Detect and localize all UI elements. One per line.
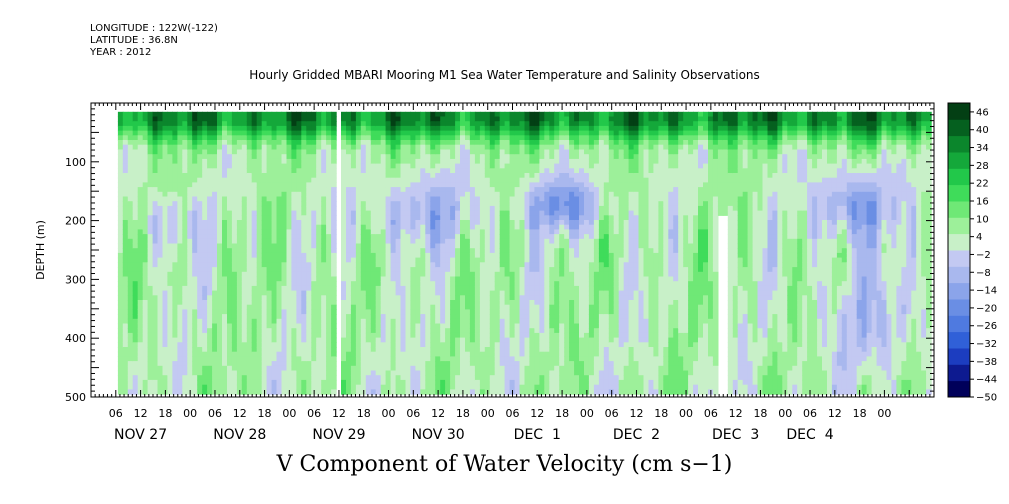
longitude-label: LONGITUDE : 122W(-122) bbox=[90, 23, 218, 34]
x-axis: 06 12 18 00 06 12 18 00 06 12 18 00 06 12 18 00 06 12 18 00… bbox=[90, 103, 935, 443]
x-day-label: NOV 29 bbox=[312, 427, 365, 443]
x-hour-tick-label: 12 bbox=[530, 407, 544, 420]
colorbar-segment bbox=[948, 348, 970, 365]
colorbar-tick-label: −8 bbox=[976, 268, 991, 279]
y-tick-label: 200 bbox=[65, 215, 86, 228]
colorbar-segment bbox=[948, 168, 970, 186]
colorbar-tick-label: −50 bbox=[976, 393, 997, 404]
y-axis: 100 200 300 400 500 bbox=[65, 102, 934, 404]
y-tick-label: 400 bbox=[65, 332, 86, 345]
x-day-label: NOV 28 bbox=[213, 427, 266, 443]
colorbar-tick-label: 46 bbox=[976, 107, 989, 118]
heatmap-field bbox=[117, 111, 932, 395]
colorbar-segment bbox=[948, 364, 970, 382]
colorbar-segment bbox=[948, 380, 970, 398]
colorbar-segment bbox=[948, 233, 970, 251]
colorbar-segment bbox=[948, 331, 970, 349]
x-hour-tick-label: 18 bbox=[456, 407, 470, 420]
x-hour-tick-label: 18 bbox=[555, 407, 569, 420]
x-hour-tick-label: 12 bbox=[828, 407, 842, 420]
colorbar-tick-label: 34 bbox=[976, 143, 989, 154]
latitude-label: LATITUDE : 36.8N bbox=[90, 35, 178, 46]
colorbar-segment bbox=[948, 201, 970, 218]
x-hour-tick-label: 12 bbox=[332, 407, 346, 420]
x-hour-tick-label: 06 bbox=[109, 407, 123, 420]
colorbar-tick-label: −14 bbox=[976, 286, 997, 297]
colorbar-tick-label: 40 bbox=[976, 125, 989, 136]
colorbar-tick-label: 22 bbox=[976, 179, 989, 190]
x-day-label: NOV 30 bbox=[412, 427, 465, 443]
colorbar-segment bbox=[948, 103, 970, 120]
colorbar-tick-label: 16 bbox=[976, 197, 989, 208]
colorbar-segment bbox=[948, 135, 970, 153]
colorbar-tick-label: −44 bbox=[976, 375, 997, 386]
x-hour-tick-label: 00 bbox=[679, 407, 693, 420]
x-hour-tick-label: 12 bbox=[431, 407, 445, 420]
colorbar-tick-label: −32 bbox=[976, 339, 997, 350]
x-hour-tick-label: 18 bbox=[258, 407, 272, 420]
colorbar-tick-label: −38 bbox=[976, 357, 997, 368]
colorbar-tick-label: −20 bbox=[976, 303, 997, 314]
colorbar-segment bbox=[948, 315, 970, 333]
x-hour-tick-label: 12 bbox=[629, 407, 643, 420]
x-day-label: DEC 4 bbox=[786, 427, 833, 443]
x-day-label: DEC 3 bbox=[712, 427, 759, 443]
plot-metadata: LONGITUDE : 122W(-122) LATITUDE : 36.8N … bbox=[90, 23, 218, 59]
colorbar-segment bbox=[948, 217, 970, 235]
x-hour-tick-label: 00 bbox=[877, 407, 891, 420]
colorbar-segment bbox=[948, 250, 970, 267]
x-hour-tick-label: 06 bbox=[208, 407, 222, 420]
x-hour-tick-label: 00 bbox=[778, 407, 792, 420]
colorbar-tick-label: 4 bbox=[976, 232, 982, 243]
chart-title: Hourly Gridded MBARI Mooring M1 Sea Wate… bbox=[249, 68, 760, 82]
x-hour-tick-label: 00 bbox=[481, 407, 495, 420]
colorbar-legend: 46 40 34 28 22 16 10 4 −2 −8 −14 −20 −26 −32 −38 −44 −50 bbox=[947, 102, 997, 404]
y-axis-label: DEPTH (m) bbox=[34, 220, 47, 280]
x-hour-tick-label: 18 bbox=[654, 407, 668, 420]
colorbar-segment bbox=[948, 299, 970, 316]
year-label: YEAR : 2012 bbox=[90, 47, 152, 58]
colorbar-segment bbox=[948, 119, 970, 137]
colorbar-segment bbox=[948, 282, 970, 300]
x-day-label: DEC 2 bbox=[613, 427, 660, 443]
y-tick-label: 500 bbox=[65, 391, 86, 404]
y-tick-label: 100 bbox=[65, 156, 86, 169]
x-hour-tick-label: 06 bbox=[605, 407, 619, 420]
x-hour-tick-label: 18 bbox=[357, 407, 371, 420]
colorbar-tick-label: −26 bbox=[976, 321, 997, 332]
colorbar-segment bbox=[948, 152, 970, 169]
x-hour-tick-label: 06 bbox=[406, 407, 420, 420]
colorbar-segment bbox=[948, 266, 970, 284]
x-hour-tick-label: 12 bbox=[729, 407, 743, 420]
x-hour-tick-label: 00 bbox=[382, 407, 396, 420]
x-hour-tick-label: 06 bbox=[704, 407, 718, 420]
x-day-label: DEC 1 bbox=[514, 427, 561, 443]
y-tick-label: 300 bbox=[65, 273, 86, 286]
x-hour-tick-label: 06 bbox=[307, 407, 321, 420]
chart-subtitle: V Component of Water Velocity (cm s−1) bbox=[276, 452, 733, 477]
x-hour-tick-label: 18 bbox=[753, 407, 767, 420]
x-hour-tick-label: 18 bbox=[853, 407, 867, 420]
x-hour-tick-label: 18 bbox=[158, 407, 172, 420]
x-hour-tick-label: 06 bbox=[506, 407, 520, 420]
x-hour-tick-label: 00 bbox=[282, 407, 296, 420]
colorbar-tick-label: 10 bbox=[976, 214, 989, 225]
colorbar-tick-label: 28 bbox=[976, 161, 989, 172]
x-day-label: NOV 27 bbox=[114, 427, 167, 443]
x-hour-tick-label: 12 bbox=[134, 407, 148, 420]
x-hour-tick-label: 00 bbox=[183, 407, 197, 420]
colorbar-segment bbox=[948, 184, 970, 202]
colorbar-tick-label: −2 bbox=[976, 250, 991, 261]
x-hour-tick-label: 00 bbox=[580, 407, 594, 420]
x-hour-tick-label: 06 bbox=[803, 407, 817, 420]
x-hour-tick-label: 12 bbox=[233, 407, 247, 420]
